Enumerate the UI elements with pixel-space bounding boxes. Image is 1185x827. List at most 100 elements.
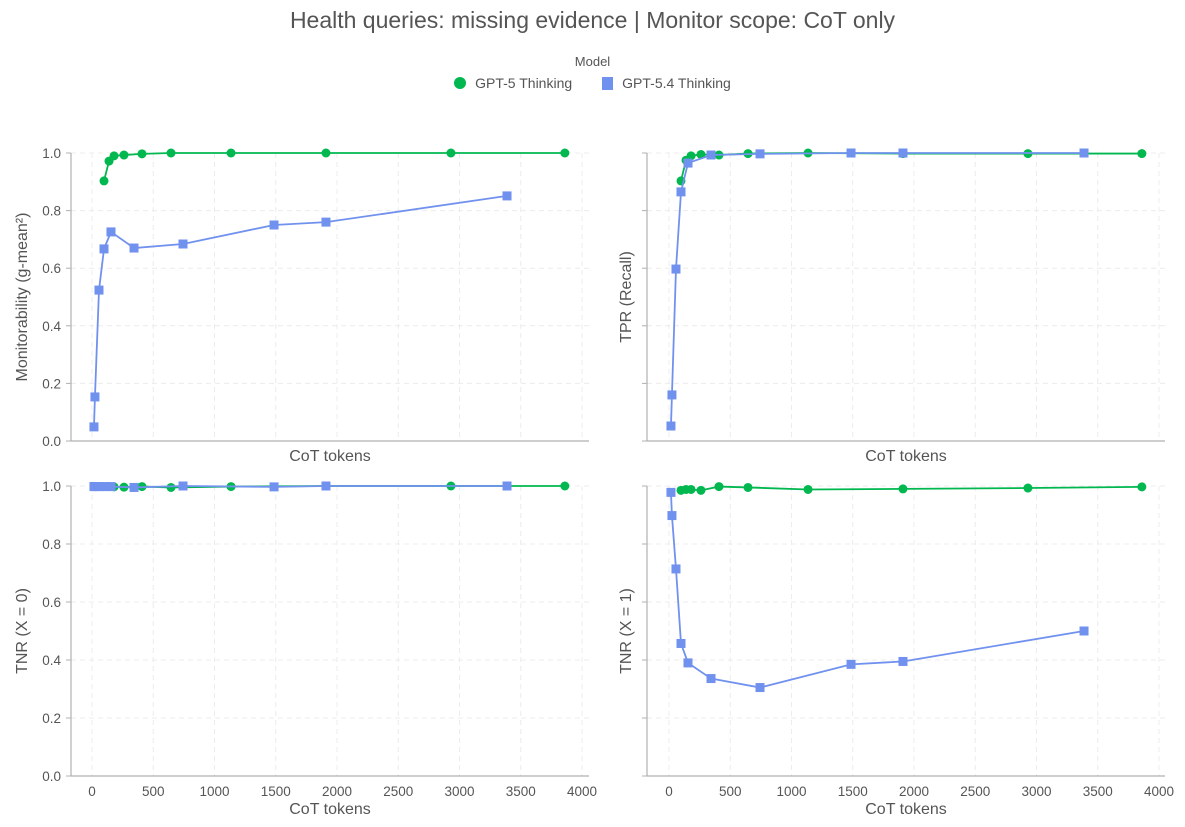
x-axis-label: CoT tokens	[865, 801, 947, 818]
data-point-square	[106, 227, 116, 237]
data-point-circle	[166, 482, 176, 492]
data-point-circle	[696, 149, 706, 159]
x-tick-label: 3500	[506, 784, 536, 799]
data-point-circle	[1137, 149, 1147, 159]
series-line-gpt-5-thinking	[103, 152, 565, 182]
data-point-square	[1079, 626, 1089, 636]
legend-title: Model	[574, 54, 611, 69]
x-tick-label: 1000	[776, 784, 806, 799]
data-point-square	[178, 481, 188, 491]
x-tick-label: 1000	[199, 784, 229, 799]
data-point-square	[671, 564, 681, 574]
data-point-circle	[1023, 483, 1033, 493]
data-point-square	[683, 658, 693, 668]
x-axis-label: CoT tokens	[289, 801, 371, 818]
data-point-square	[94, 482, 104, 492]
x-tick-label: 3500	[1083, 784, 1113, 799]
data-point-square	[99, 244, 109, 254]
panel-tnr-x1: 0 500 1000 1500 2000 2500 3000 3500 4000 CoT toke…	[618, 482, 1174, 818]
legend-label: GPT-5 Thinking	[475, 75, 573, 91]
y-axis-label: Monitorability (g-mean²)	[14, 213, 31, 382]
x-tick-label: 2500	[960, 784, 990, 799]
x-axis-label: CoT tokens	[289, 448, 371, 465]
x-tick-label: 2500	[383, 784, 413, 799]
data-point-square	[667, 511, 677, 521]
data-point-square	[269, 482, 279, 492]
legend-item-gpt5[interactable]: GPT-5 Thinking	[454, 75, 572, 91]
y-tick-label: 0.2	[42, 376, 61, 391]
data-point-square	[1079, 148, 1089, 158]
data-point-square	[502, 191, 512, 201]
x-tick-label: 4000	[1144, 784, 1174, 799]
data-point-square	[178, 239, 188, 249]
panel-tpr: CoT tokens TPR (Recall)	[618, 148, 1165, 465]
data-point-square	[846, 659, 856, 669]
data-point-circle	[109, 151, 119, 161]
data-point-square	[846, 148, 856, 158]
data-point-square	[706, 150, 716, 160]
y-tick-label: 0.0	[42, 769, 61, 784]
legend: GPT-5 Thinking GPT-5.4 Thinking	[0, 75, 1185, 91]
y-axis-label: TNR (X = 0)	[14, 588, 31, 674]
data-point-square	[671, 264, 681, 274]
chart-title: Health queries: missing evidence | Monit…	[289, 7, 896, 33]
x-tick-label: 500	[142, 784, 165, 799]
data-point-circle	[137, 149, 147, 159]
data-point-circle	[166, 148, 176, 158]
data-point-square	[129, 482, 139, 492]
y-tick-label: 0.8	[42, 204, 61, 219]
data-point-square	[269, 220, 279, 230]
data-point-circle	[446, 148, 456, 158]
x-tick-label: 2000	[322, 784, 352, 799]
y-tick-label: 1.0	[42, 146, 61, 161]
legend-square-marker-icon	[602, 76, 614, 90]
series-line-gpt-5-4-thinking	[93, 195, 508, 427]
data-point-square	[755, 683, 765, 693]
x-tick-label: 0	[88, 784, 96, 799]
series-line-gpt-5-4-thinking	[670, 492, 1085, 689]
x-axis-label: CoT tokens	[865, 448, 947, 465]
data-point-square	[502, 481, 512, 491]
data-point-square	[321, 217, 331, 227]
data-point-square	[90, 392, 100, 402]
data-point-circle	[560, 148, 570, 158]
data-point-square	[89, 422, 99, 432]
y-axis-label: TPR (Recall)	[618, 251, 635, 343]
data-point-circle	[714, 482, 724, 492]
y-tick-label: 1.0	[42, 479, 61, 494]
data-point-circle	[1137, 482, 1147, 492]
x-tick-label: 2000	[899, 784, 929, 799]
data-point-circle	[119, 150, 129, 160]
series-line-gpt-5-4-thinking	[93, 485, 508, 489]
y-tick-label: 0.6	[42, 595, 61, 610]
x-tick-label: 500	[719, 784, 742, 799]
data-point-square	[666, 421, 676, 431]
data-point-circle	[743, 482, 753, 492]
y-tick-label: 0.6	[42, 261, 61, 276]
x-tick-label: 4000	[567, 784, 597, 799]
data-point-square	[706, 674, 716, 684]
series-line-gpt-5-4-thinking	[670, 152, 1085, 427]
panel-monitorability: 0.0 0.2 0.4 0.6 0.8 1.0 CoT tokens Monitorabili…	[14, 146, 589, 465]
data-point-square	[321, 481, 331, 491]
data-point-circle	[560, 481, 570, 491]
y-tick-label: 0.8	[42, 537, 61, 552]
x-tick-label: 1500	[261, 784, 291, 799]
y-tick-label: 0.4	[42, 319, 61, 334]
x-tick-label: 3000	[444, 784, 474, 799]
y-tick-label: 0.2	[42, 711, 61, 726]
data-point-circle	[696, 485, 706, 495]
legend-item-gpt54[interactable]: GPT-5.4 Thinking	[602, 75, 731, 91]
legend-circle-marker-icon	[454, 77, 467, 89]
legend-label: GPT-5.4 Thinking	[622, 75, 731, 91]
data-point-square	[676, 638, 686, 648]
data-point-circle	[99, 176, 109, 186]
data-point-square	[94, 285, 104, 295]
data-point-circle	[898, 484, 908, 494]
data-point-circle	[686, 484, 696, 494]
data-point-square	[667, 390, 677, 400]
data-point-square	[676, 187, 686, 197]
y-tick-label: 0.0	[42, 434, 61, 449]
data-point-square	[898, 656, 908, 666]
data-point-square	[129, 243, 139, 253]
